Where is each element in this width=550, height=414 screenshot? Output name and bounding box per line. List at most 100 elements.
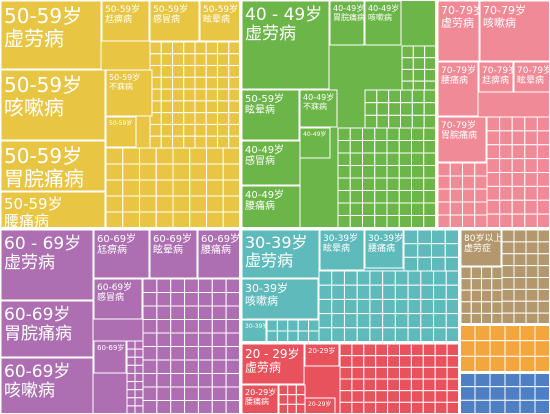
treemap-minor-cell [410, 378, 424, 392]
treemap-minor-cell [403, 229, 419, 245]
treemap-minor-cell [228, 88, 241, 102]
treemap-minor-cell [398, 152, 412, 166]
treemap-minor-cell [449, 214, 463, 229]
treemap-minor-cell [126, 405, 136, 414]
treemap-minor-cell [444, 256, 460, 272]
treemap-minor-cell [139, 195, 157, 213]
treemap-cell-label: 50-59岁咳嗽病 [4, 73, 82, 119]
treemap-minor-cell [501, 300, 515, 314]
treemap-minor-cell [386, 127, 400, 141]
treemap-minor-cell [343, 313, 358, 329]
treemap-minor-cell [142, 373, 158, 388]
treemap-minor-cell [331, 284, 345, 300]
treemap-minor-cell [211, 373, 227, 388]
treemap-minor-cell [422, 401, 436, 414]
treemap-minor-cell [534, 340, 550, 357]
treemap-cell [241, 229, 320, 279]
treemap-minor-cell [423, 140, 437, 154]
treemap-minor-cell [374, 202, 388, 216]
treemap-minor-cell [225, 278, 241, 293]
treemap-minor-cell [434, 366, 448, 380]
treemap-minor-cell [222, 147, 241, 165]
treemap-minor-cell [411, 140, 425, 154]
treemap-minor-cell [228, 100, 241, 114]
treemap-minor-cell [126, 372, 136, 383]
treemap-minor-cell [474, 324, 491, 342]
treemap-minor-cell [431, 243, 446, 258]
treemap-minor-cell [225, 346, 241, 361]
treemap-minor-cell [194, 112, 207, 125]
treemap-minor-cell [184, 346, 199, 361]
treemap-minor-cell [499, 130, 513, 146]
treemap-cell [241, 278, 319, 320]
treemap-cell-label: 40-49岁胃脘痛病 [333, 3, 365, 22]
treemap-minor-cell [134, 356, 144, 366]
treemap-minor-cell [155, 195, 174, 213]
treemap-minor-cell [519, 324, 536, 342]
treemap-minor-cell [537, 288, 550, 302]
treemap-minor-cell [445, 284, 460, 300]
treemap-minor-cell [524, 130, 538, 146]
treemap-minor-cell [412, 45, 426, 59]
treemap-cell-label: 60-69岁 [97, 343, 124, 352]
treemap-cell [105, 116, 137, 148]
treemap-minor-cell [387, 378, 401, 392]
treemap-minor-cell [449, 201, 463, 216]
treemap-minor-cell [524, 158, 538, 174]
treemap-minor-cell [388, 89, 402, 104]
treemap-minor-cell [382, 270, 396, 286]
treemap-minor-cell [160, 65, 173, 78]
treemap-minor-cell [536, 130, 550, 146]
treemap-minor-cell [189, 147, 207, 165]
treemap-minor-cell [375, 378, 389, 392]
treemap-minor-cell [160, 123, 173, 137]
treemap-minor-cell [394, 313, 409, 329]
treemap-minor-cell [462, 201, 476, 216]
treemap-minor-cell [410, 401, 424, 414]
treemap-minor-cell [462, 214, 476, 229]
treemap-minor-cell [142, 305, 158, 320]
treemap-cell [0, 140, 106, 192]
treemap-minor-cell [170, 332, 186, 347]
treemap-minor-cell [407, 313, 422, 329]
treemap-minor-cell [446, 343, 460, 357]
treemap-minor-cell [398, 165, 412, 179]
treemap-minor-cell [504, 355, 521, 373]
treemap-minor-cell [491, 266, 503, 280]
treemap-minor-cell [337, 127, 351, 141]
treemap-minor-cell [363, 366, 377, 380]
treemap-minor-cell [462, 162, 476, 177]
treemap-minor-cell [491, 289, 503, 303]
treemap-minor-cell [183, 100, 196, 114]
treemap-minor-cell [386, 140, 400, 154]
treemap-minor-cell [222, 163, 241, 181]
treemap-minor-cell [160, 41, 173, 55]
treemap-minor-cell [411, 165, 425, 179]
treemap-minor-cell [205, 135, 218, 149]
treemap-minor-cell [423, 102, 437, 116]
treemap-minor-cell [149, 41, 162, 55]
treemap-minor-cell [376, 89, 390, 104]
treemap-cell [304, 397, 336, 414]
treemap-minor-cell [387, 343, 401, 357]
treemap-minor-cell [206, 163, 224, 181]
treemap-cell-label: 60-69岁眩晕病 [153, 232, 192, 256]
treemap-minor-cell [155, 179, 174, 197]
treemap-minor-cell [536, 116, 550, 132]
treemap-minor-cell [411, 177, 425, 191]
treemap-cell-label: 60-69岁尪痹病 [97, 232, 136, 256]
treemap-minor-cell [217, 76, 230, 90]
treemap-minor-cell [400, 89, 413, 104]
treemap-cell [299, 127, 331, 159]
treemap-minor-cell [172, 41, 185, 55]
treemap-minor-cell [511, 116, 526, 132]
treemap-minor-cell [524, 199, 538, 215]
treemap-minor-cell [491, 301, 503, 314]
treemap-minor-cell [411, 202, 425, 216]
treemap-minor-cell [217, 65, 230, 78]
treemap-minor-cell [172, 112, 185, 125]
treemap-minor-cell [399, 366, 412, 380]
treemap-minor-cell [228, 123, 241, 137]
treemap-minor-cell [511, 213, 526, 229]
